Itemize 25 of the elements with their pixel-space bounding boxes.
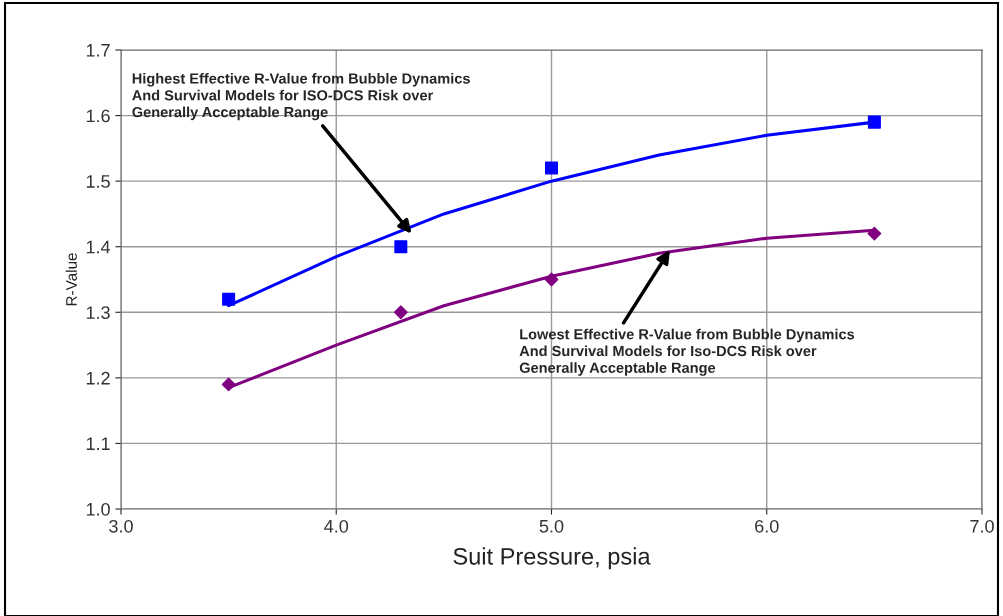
point — [867, 115, 881, 129]
x-tick-label: 6.0 — [755, 519, 779, 533]
point — [544, 161, 559, 175]
y-tick-label: 1.1 — [86, 437, 110, 450]
point — [393, 305, 408, 320]
x-tick-label: 7.0 — [970, 519, 994, 533]
point — [221, 377, 236, 392]
y-tick-label: 1.4 — [86, 240, 111, 254]
x-tick-label: 3.0 — [109, 519, 133, 533]
y-tick-label: 1.3 — [86, 306, 110, 320]
y-axis-title: R-Value — [65, 253, 77, 306]
annotation: Highest Effective R-Value from Bubble Dynamics And Survival Models for ISO-DCS Risk over Generally Acceptable Range — [132, 72, 470, 121]
y-tick-label: 1.7 — [86, 44, 110, 57]
y-tick-label: 1.6 — [86, 109, 110, 123]
point — [544, 272, 559, 287]
point — [867, 226, 882, 241]
annotation: Lowest Effective R-Value from Bubble Dynamics And Survival Models for Iso-DCS Risk over Generally Acceptable Range — [519, 328, 855, 376]
x-tick-label: 4.0 — [324, 519, 349, 533]
x-tick-label: 5.0 — [539, 519, 564, 533]
x-axis-title: Suit Pressure, psia — [453, 547, 651, 570]
y-tick-label: 1.0 — [86, 502, 110, 516]
point — [222, 292, 236, 306]
y-tick-label: 1.5 — [86, 175, 110, 188]
point — [394, 240, 408, 254]
y-tick-label: 1.2 — [86, 371, 110, 385]
